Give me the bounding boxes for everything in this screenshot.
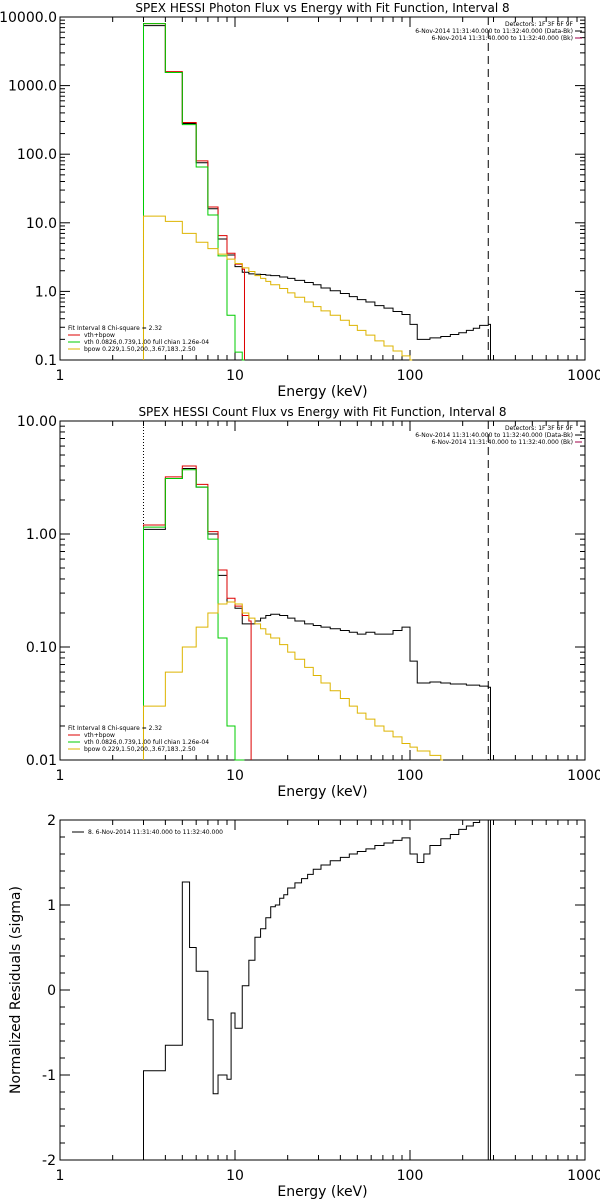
x-tick-label: 100 xyxy=(397,768,424,784)
series-4-line xyxy=(142,215,413,361)
plot-frame xyxy=(59,16,586,361)
x-tick-label: 10 xyxy=(226,1168,244,1184)
header-line: Detectors: 1F 3F 6F 9F xyxy=(505,425,574,432)
x-tick-label: 10 xyxy=(226,368,244,384)
plot-frame xyxy=(59,420,586,761)
series-2-line xyxy=(142,465,252,760)
header-line: Detectors: 1F 3F 6F 9F xyxy=(505,21,574,28)
chart-title: SPEX HESSI Photon Flux vs Energy with Fi… xyxy=(135,1,509,15)
legend-title: Fit Interval 8 Chi-square = 2.32 xyxy=(68,725,162,732)
y-tick-label: 0.01 xyxy=(26,753,57,769)
y-tick-label: 0 xyxy=(47,983,56,999)
panel-1: SPEX HESSI Photon Flux vs Energy with Fi… xyxy=(0,1,600,400)
x-axis-label: Energy (keV) xyxy=(277,1184,367,1200)
series-3-line xyxy=(142,23,245,361)
x-tick-label: 1 xyxy=(56,1168,65,1184)
y-tick-label: 2 xyxy=(47,813,56,829)
x-axis-label: Energy (keV) xyxy=(277,784,367,800)
y-tick-label: 0.1 xyxy=(35,353,57,369)
series-2-line xyxy=(142,23,245,360)
legend-item-label: vth+bpow xyxy=(84,332,115,339)
series-1-line xyxy=(142,819,491,1160)
series-3-line xyxy=(142,469,245,761)
y-tick-label: -2 xyxy=(42,1153,56,1169)
x-tick-label: 1000 xyxy=(567,1168,600,1184)
legend-item-label: bpow 0.229,1.50,200.,3.67,183.,2.50 xyxy=(84,746,196,753)
y-tick-label: 1.00 xyxy=(26,527,57,543)
y-tick-label: 1 xyxy=(47,898,56,914)
legend-item-label: bpow 0.229,1.50,200.,3.67,183.,2.50 xyxy=(84,346,196,353)
x-axis-label: Energy (keV) xyxy=(277,384,367,400)
legend-item-label: vth+bpow xyxy=(84,732,115,739)
x-tick-label: 1000 xyxy=(567,368,600,384)
series-4-line xyxy=(142,601,444,761)
x-tick-label: 1000 xyxy=(567,768,600,784)
y-tick-label: 10.0 xyxy=(26,216,57,232)
series-1-line xyxy=(142,467,491,760)
y-tick-label: 10.00 xyxy=(17,414,57,430)
y-tick-label: 100.0 xyxy=(17,147,57,163)
y-tick-label: 1.0 xyxy=(35,284,57,300)
legend-item-label: vth 0.0826,0.739,1.00 full chian 1.26e-0… xyxy=(84,739,209,746)
header-line: 6-Nov-2014 11:31:40.000 to 11:32:40.000 … xyxy=(431,35,573,42)
y-axis-label: Normalized Residuals (sigma) xyxy=(8,886,24,1094)
y-tick-label: 10000.0 xyxy=(0,10,57,26)
panel-2: SPEX HESSI Count Flux vs Energy with Fit… xyxy=(17,405,600,800)
legend-item-label: vth 0.0826,0.739,1.00 full chian 1.26e-0… xyxy=(84,339,209,346)
header-line: 6-Nov-2014 11:31:40.000 to 11:32:40.000 … xyxy=(415,28,573,35)
y-tick-label: 1000.0 xyxy=(8,79,57,95)
panel-3: 1 10 100 1000 -2 -1 0 1 2 Energy (keV) Normalized … xyxy=(8,813,600,1200)
x-tick-label: 10 xyxy=(226,768,244,784)
plot-frame xyxy=(59,819,586,1161)
header-line: 6-Nov-2014 11:31:40.000 to 11:32:40.000 … xyxy=(431,439,573,446)
chart-title: SPEX HESSI Count Flux vs Energy with Fit… xyxy=(138,405,506,419)
y-tick-label: 0.10 xyxy=(26,640,57,656)
series-1-line xyxy=(142,25,491,360)
legend-title: Fit Interval 8 Chi-square = 2.32 xyxy=(68,325,162,332)
header-line: 6-Nov-2014 11:31:40.000 to 11:32:40.000 … xyxy=(415,432,573,439)
x-tick-label: 100 xyxy=(397,368,424,384)
x-tick-label: 100 xyxy=(397,1168,424,1184)
x-tick-label: 1 xyxy=(56,368,65,384)
y-tick-label: -1 xyxy=(42,1068,56,1084)
legend-item-label: 8. 6-Nov-2014 11:31:40.000 to 11:32:40.0… xyxy=(88,829,223,836)
x-tick-label: 1 xyxy=(56,768,65,784)
